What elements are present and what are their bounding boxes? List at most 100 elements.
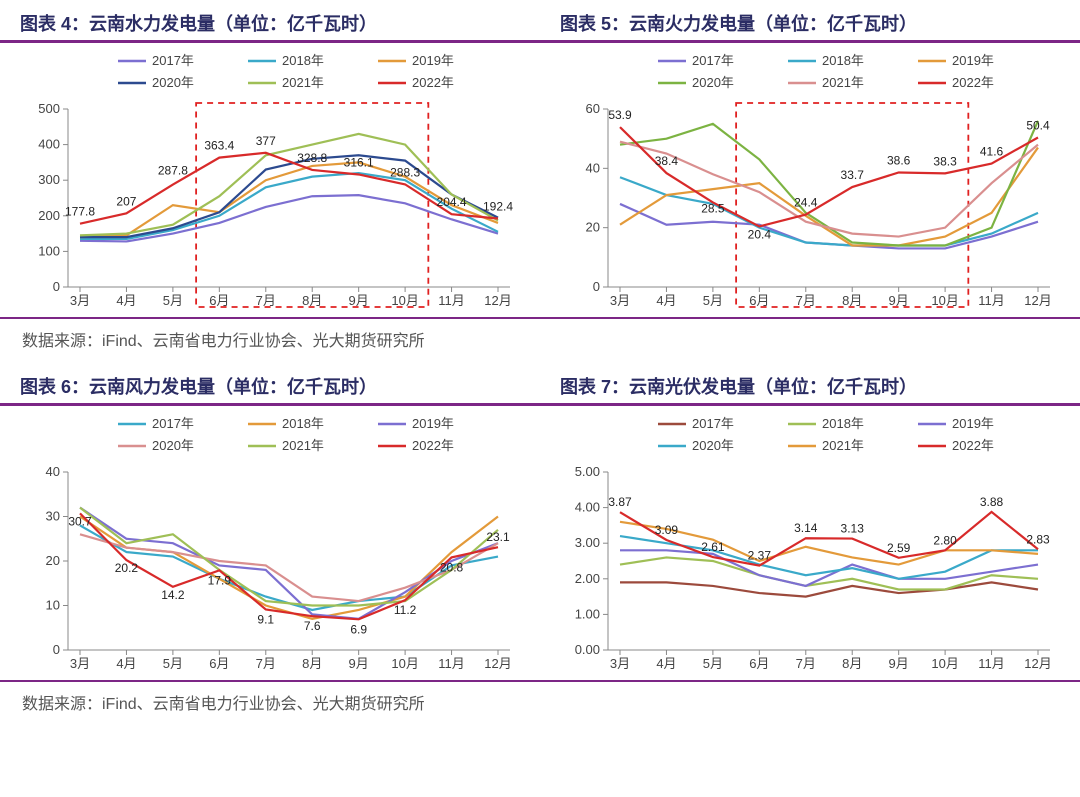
- data-label: 7.6: [304, 619, 321, 633]
- legend-label: 2021年: [282, 75, 324, 90]
- data-label: 38.6: [887, 153, 911, 167]
- x-tick-label: 5月: [163, 293, 183, 308]
- legend-label: 2021年: [822, 438, 864, 453]
- legend-label: 2022年: [412, 75, 454, 90]
- highlight-box: [736, 103, 968, 307]
- y-tick-label: 200: [38, 208, 60, 223]
- x-tick-label: 3月: [70, 656, 90, 671]
- x-tick-label: 4月: [116, 656, 136, 671]
- legend-label: 2022年: [952, 75, 994, 90]
- x-tick-label: 6月: [749, 293, 769, 308]
- series-2021年: [80, 134, 498, 235]
- data-label: 204.4: [437, 195, 467, 209]
- x-tick-label: 12月: [1024, 293, 1051, 308]
- legend-label: 2022年: [412, 438, 454, 453]
- legend-label: 2017年: [152, 416, 194, 431]
- data-label: 2.37: [748, 549, 772, 563]
- data-label: 2.80: [933, 533, 957, 547]
- series-2018年: [620, 177, 1038, 245]
- x-tick-label: 8月: [302, 656, 322, 671]
- data-label: 288.3: [390, 165, 420, 179]
- legend-label: 2019年: [952, 53, 994, 68]
- data-label: 38.4: [655, 154, 679, 168]
- data-label: 20.2: [115, 561, 139, 575]
- y-tick-label: 0: [593, 279, 600, 294]
- y-tick-label: 40: [586, 160, 600, 175]
- y-tick-label: 5.00: [575, 464, 600, 479]
- legend-label: 2019年: [412, 416, 454, 431]
- data-label: 20.4: [748, 227, 772, 241]
- legend-label: 2017年: [152, 53, 194, 68]
- x-tick-label: 3月: [70, 293, 90, 308]
- x-tick-label: 11月: [438, 656, 465, 671]
- x-tick-label: 9月: [349, 293, 369, 308]
- y-tick-label: 100: [38, 243, 60, 258]
- y-tick-label: 2.00: [575, 571, 600, 586]
- legend-label: 2018年: [822, 416, 864, 431]
- legend-label: 2018年: [282, 53, 324, 68]
- y-tick-label: 0: [53, 279, 60, 294]
- y-tick-label: 1.00: [575, 606, 600, 621]
- x-tick-label: 3月: [610, 293, 630, 308]
- x-tick-label: 6月: [749, 656, 769, 671]
- x-tick-label: 12月: [1024, 656, 1051, 671]
- data-label: 3.13: [841, 522, 865, 536]
- data-label: 38.3: [933, 154, 957, 168]
- legend-label: 2017年: [692, 53, 734, 68]
- data-label: 24.4: [794, 196, 818, 210]
- x-tick-label: 10月: [931, 656, 958, 671]
- chart-wind: 2017年2018年2019年2020年2021年2022年0102030403…: [20, 410, 520, 680]
- y-tick-label: 40: [46, 464, 60, 479]
- data-label: 287.8: [158, 164, 188, 178]
- data-label: 33.7: [841, 168, 865, 182]
- chart-thermal: 2017年2018年2019年2020年2021年2022年02040603月4…: [560, 47, 1060, 317]
- legend-label: 2018年: [822, 53, 864, 68]
- series-2022年: [620, 127, 1038, 226]
- x-tick-label: 10月: [391, 656, 418, 671]
- data-label: 50.4: [1026, 118, 1050, 132]
- x-tick-label: 7月: [796, 293, 816, 308]
- data-label: 30.7: [68, 514, 92, 528]
- data-label: 363.4: [204, 139, 234, 153]
- x-tick-label: 5月: [703, 656, 723, 671]
- legend-label: 2019年: [952, 416, 994, 431]
- chart-title-4: 图表 4：云南水力发电量（单位：亿千瓦时）: [20, 4, 520, 40]
- x-tick-label: 11月: [438, 293, 465, 308]
- data-label: 328.8: [297, 151, 327, 165]
- data-label: 9.1: [257, 613, 274, 627]
- data-label: 2.83: [1026, 532, 1050, 546]
- source-2: 数据来源：iFind、云南省电力行业协会、光大期货研究所: [0, 682, 1080, 726]
- data-label: 28.5: [701, 201, 725, 215]
- data-label: 2.61: [701, 540, 725, 554]
- x-tick-label: 12月: [484, 656, 511, 671]
- data-label: 177.8: [65, 205, 95, 219]
- data-label: 3.14: [794, 521, 818, 535]
- data-label: 2.59: [887, 541, 911, 555]
- chart-title-5: 图表 5：云南火力发电量（单位：亿千瓦时）: [560, 4, 1060, 40]
- y-tick-label: 20: [46, 553, 60, 568]
- x-tick-label: 8月: [842, 656, 862, 671]
- legend-label: 2021年: [282, 438, 324, 453]
- y-tick-label: 30: [46, 509, 60, 524]
- legend-label: 2018年: [282, 416, 324, 431]
- data-label: 207: [116, 194, 136, 208]
- y-tick-label: 3.00: [575, 535, 600, 550]
- data-label: 41.6: [980, 145, 1004, 159]
- chart-title-7: 图表 7：云南光伏发电量（单位：亿千瓦时）: [560, 367, 1060, 403]
- legend-label: 2020年: [692, 75, 734, 90]
- y-tick-label: 20: [586, 220, 600, 235]
- x-tick-label: 4月: [116, 293, 136, 308]
- data-label: 20.8: [440, 560, 464, 574]
- source-1: 数据来源：iFind、云南省电力行业协会、光大期货研究所: [0, 319, 1080, 363]
- series-2017年: [620, 582, 1038, 596]
- chart-hydro: 2017年2018年2019年2020年2021年2022年0100200300…: [20, 47, 520, 317]
- y-tick-label: 0.00: [575, 642, 600, 657]
- data-label: 14.2: [161, 588, 185, 602]
- y-tick-label: 300: [38, 172, 60, 187]
- data-label: 3.87: [608, 495, 632, 509]
- data-label: 11.2: [394, 603, 417, 617]
- x-tick-label: 5月: [163, 656, 183, 671]
- legend-label: 2022年: [952, 438, 994, 453]
- series-2017年: [620, 204, 1038, 249]
- x-tick-label: 11月: [978, 293, 1005, 308]
